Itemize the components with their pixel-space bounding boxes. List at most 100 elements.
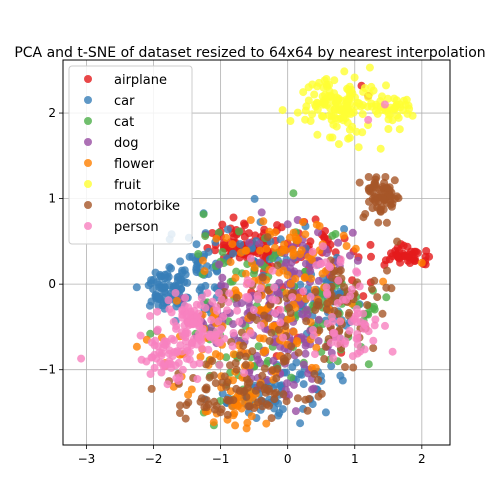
data-point: [192, 240, 201, 249]
data-point: [346, 251, 354, 260]
data-point: [364, 173, 373, 181]
data-point: [184, 303, 193, 312]
data-point: [283, 220, 292, 229]
data-point: [353, 340, 362, 349]
y-tick-label: 1: [48, 192, 56, 206]
data-point: [297, 246, 306, 255]
data-point: [388, 252, 397, 261]
data-point: [276, 248, 285, 257]
data-point: [218, 389, 227, 398]
data-point: [212, 234, 221, 243]
data-point: [306, 267, 315, 275]
data-point: [296, 370, 304, 378]
data-point: [403, 109, 412, 118]
data-point: [214, 289, 223, 297]
data-point: [189, 360, 198, 369]
data-point: [243, 292, 252, 301]
data-point: [368, 204, 377, 213]
legend-marker: [84, 75, 92, 83]
data-point: [366, 240, 375, 249]
data-point: [320, 355, 329, 363]
data-point: [393, 237, 402, 246]
data-point: [390, 176, 399, 185]
data-point: [258, 273, 267, 282]
data-point: [368, 194, 377, 203]
data-point: [271, 243, 279, 252]
data-point: [334, 140, 343, 149]
data-point: [152, 278, 161, 287]
data-point: [164, 296, 173, 305]
data-point: [151, 336, 160, 345]
data-point: [163, 380, 172, 389]
data-point: [146, 370, 155, 378]
data-point: [344, 109, 353, 117]
data-point: [336, 371, 345, 380]
data-point: [353, 98, 362, 107]
legend-label: car: [114, 94, 135, 109]
data-point: [381, 256, 390, 265]
x-tick-label: 2: [418, 452, 426, 466]
data-point: [399, 96, 408, 105]
data-point: [314, 337, 323, 345]
data-point: [279, 390, 288, 399]
data-point: [229, 411, 238, 420]
data-point: [159, 362, 168, 370]
data-point: [352, 267, 361, 276]
data-point: [309, 384, 318, 393]
data-point: [276, 305, 285, 314]
data-point: [330, 306, 339, 315]
data-point: [395, 125, 404, 134]
data-point: [342, 242, 351, 250]
data-point: [213, 306, 221, 315]
data-point: [300, 273, 309, 282]
data-point: [303, 310, 312, 319]
data-point: [329, 97, 338, 105]
data-point: [238, 398, 247, 407]
data-point: [382, 81, 390, 90]
legend-marker: [84, 117, 92, 125]
data-point: [172, 348, 181, 357]
data-point: [315, 326, 324, 335]
data-point: [326, 338, 335, 347]
data-point: [239, 341, 248, 350]
data-point: [274, 325, 283, 334]
data-point: [308, 110, 317, 119]
data-point: [259, 217, 268, 226]
data-point: [289, 249, 298, 257]
data-point: [203, 289, 212, 298]
data-point: [291, 407, 300, 416]
data-point: [303, 406, 312, 415]
data-point: [174, 358, 183, 367]
data-point: [196, 353, 205, 361]
data-point: [394, 113, 403, 122]
y-tick-label: −1: [38, 363, 56, 377]
data-point: [288, 293, 297, 302]
data-point: [277, 312, 286, 321]
data-point: [307, 274, 316, 283]
data-point: [364, 115, 373, 124]
data-point: [167, 363, 176, 372]
data-point: [183, 278, 192, 287]
data-point: [262, 244, 271, 253]
x-tick-label: −1: [212, 452, 230, 466]
data-point: [286, 309, 295, 317]
data-point: [183, 343, 192, 352]
data-point: [384, 125, 393, 133]
data-point: [217, 325, 226, 334]
data-point: [359, 87, 368, 96]
data-point: [249, 306, 258, 314]
data-point: [144, 281, 153, 290]
data-point: [299, 88, 308, 97]
legend-label: person: [114, 220, 159, 235]
data-point: [279, 333, 287, 342]
data-point: [241, 352, 250, 361]
data-point: [232, 293, 241, 302]
data-point: [273, 364, 282, 373]
data-point: [314, 392, 323, 401]
data-point: [235, 317, 244, 326]
data-point: [153, 292, 162, 301]
legend-label: airplane: [114, 73, 167, 88]
data-point: [291, 274, 300, 283]
data-point: [250, 404, 259, 412]
data-point: [218, 248, 227, 256]
